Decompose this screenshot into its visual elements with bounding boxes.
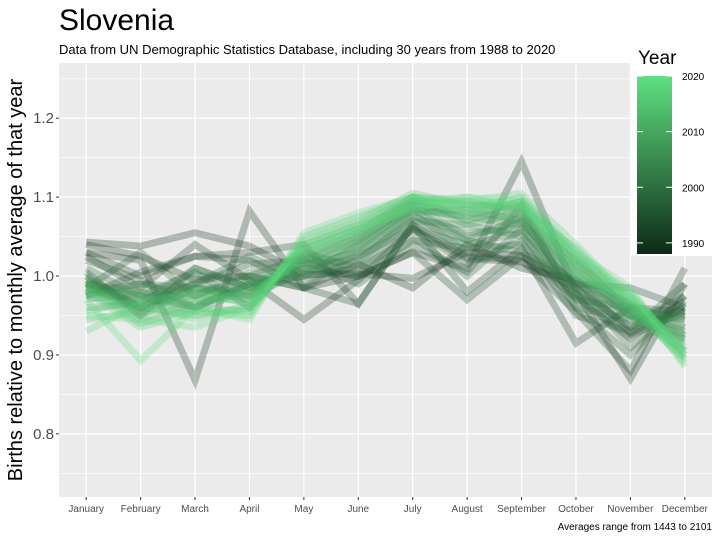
gridlines [59, 63, 712, 497]
series-lines [83, 153, 688, 390]
series-line-1990 [85, 153, 688, 390]
series-line-2012 [84, 197, 687, 354]
x-tick-label: March [181, 504, 209, 515]
series-line-2010 [85, 201, 687, 347]
series-line-2019 [83, 193, 688, 369]
legend-tick-label: 2020 [682, 72, 705, 83]
y-tick-label: 1.1 [33, 189, 54, 206]
series-line-1995 [85, 198, 688, 360]
series-line-2001 [84, 208, 686, 332]
series-line-2003 [85, 204, 686, 331]
legend-title: Year [638, 48, 677, 69]
x-tick-label: February [121, 504, 161, 515]
chart-caption: Averages range from 1443 to 2101 [558, 522, 713, 533]
x-tick-label: September [497, 504, 547, 515]
x-tick-label: June [347, 504, 369, 515]
series-line-2005 [84, 200, 687, 339]
x-tick-label: November [607, 504, 654, 515]
series-line-2015 [84, 189, 688, 354]
series-line-2020 [85, 193, 688, 354]
series-line-2004 [85, 217, 686, 335]
y-tick-label: 0.9 [33, 347, 54, 364]
y-axis-ticks: 0.8 0.9 1.0 1.1 1.2 [33, 110, 59, 443]
chart-subtitle: Data from UN Demographic Statistics Data… [59, 42, 555, 57]
series-line-1989 [85, 240, 687, 338]
series-line-2013 [85, 193, 688, 358]
series-line-1996 [85, 224, 688, 336]
series-line-2008 [85, 205, 686, 339]
x-tick-label: January [68, 504, 104, 515]
x-axis-ticks: January February March April May June July Augu… [68, 497, 709, 515]
chart-title: Slovenia [59, 4, 174, 37]
x-tick-label: May [294, 504, 313, 515]
x-tick-label: October [558, 504, 594, 515]
series-line-1998 [84, 216, 686, 323]
x-tick-label: December [662, 504, 709, 515]
y-tick-label: 0.8 [33, 426, 54, 443]
legend-tick-label: 1990 [682, 239, 705, 250]
series-line-2014 [85, 193, 688, 362]
x-tick-label: July [404, 504, 422, 515]
series-line-1997 [84, 236, 687, 340]
series-line-2011 [85, 197, 687, 350]
x-tick-label: April [239, 504, 259, 515]
series-line-2000 [85, 224, 686, 324]
series-line-1993 [84, 220, 688, 377]
series-line-2017 [84, 193, 688, 358]
series-line-2002 [85, 213, 686, 323]
plot-panel [59, 63, 712, 497]
legend: Year 1990 2000 2010 2020 [631, 44, 720, 256]
series-line-2018 [84, 189, 688, 362]
series-line-1988 [85, 229, 687, 343]
y-tick-label: 1.2 [33, 110, 54, 127]
y-tick-label: 1.0 [33, 268, 54, 285]
series-line-1992 [84, 218, 686, 349]
legend-tick-label: 2000 [682, 183, 705, 194]
legend-colorbar [637, 76, 672, 254]
series-line-1991 [84, 224, 687, 332]
series-line-2016 [85, 193, 688, 366]
series-line-2007 [85, 197, 687, 331]
x-tick-label: August [452, 504, 483, 515]
y-axis-label: Births relative to monthly average of th… [5, 78, 27, 481]
series-line-1994 [84, 248, 686, 321]
series-line-2009 [84, 193, 687, 343]
legend-ticks: 1990 2000 2010 2020 [637, 72, 705, 250]
series-line-2006 [85, 205, 686, 343]
series-line-1999 [84, 223, 687, 352]
legend-tick-label: 2010 [682, 128, 705, 139]
